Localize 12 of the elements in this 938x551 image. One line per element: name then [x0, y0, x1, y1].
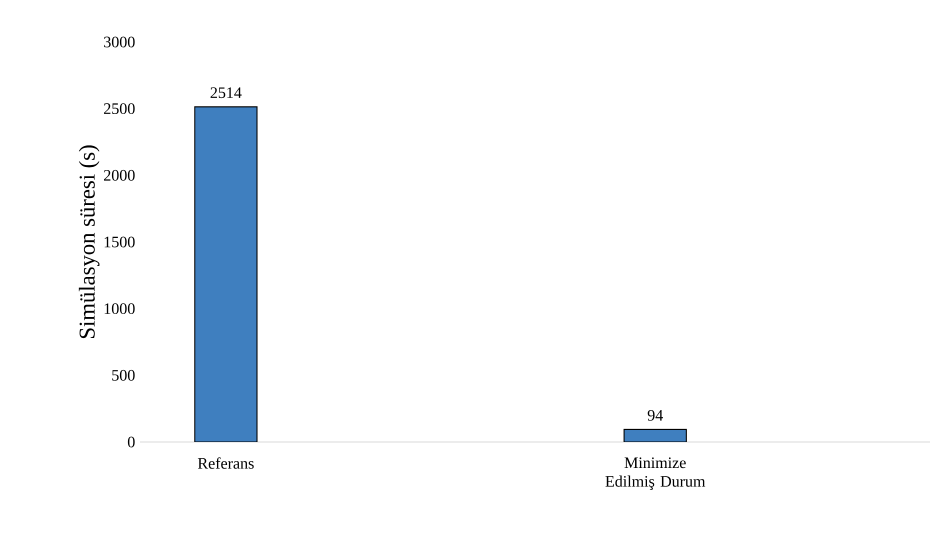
y-tick-label: 1000 — [104, 303, 135, 314]
y-tick-label: 1500 — [104, 236, 135, 248]
x-tick-label: Minimize Edilmiş Durum — [605, 457, 706, 490]
y-tick-label: 2500 — [104, 103, 135, 114]
y-tick-label: 2000 — [104, 170, 135, 181]
y-axis-title: Simülasyon süresi (s) — [78, 145, 100, 338]
data-label: 2514 — [210, 87, 242, 98]
x-tick-label: Referans — [198, 457, 254, 469]
data-label: 94 — [648, 410, 663, 421]
y-tick-label: 3000 — [104, 36, 135, 48]
y-tick-label: 0 — [128, 436, 135, 448]
y-tick-label: 500 — [112, 370, 135, 381]
